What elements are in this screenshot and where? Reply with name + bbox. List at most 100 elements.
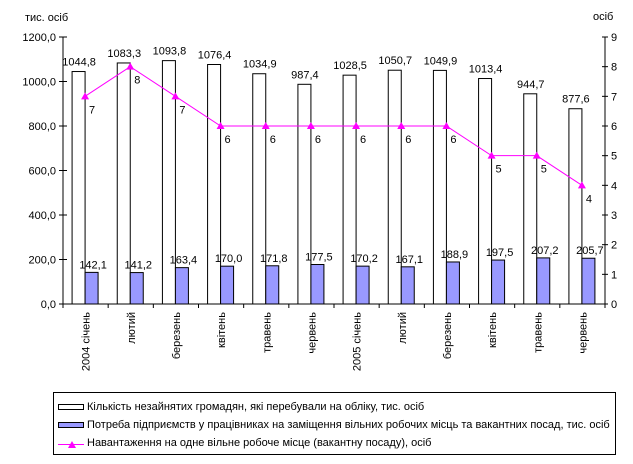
y-tick-label: 200,0 bbox=[28, 255, 56, 267]
y2-tick-label: 9 bbox=[611, 32, 617, 44]
data-label-unemployed: 1028,5 bbox=[333, 60, 367, 72]
data-label-demand: 142,1 bbox=[79, 259, 107, 271]
data-label-load: 8 bbox=[134, 75, 140, 87]
data-label-load: 6 bbox=[450, 134, 456, 146]
data-label-demand: 188,9 bbox=[441, 249, 469, 261]
data-label-demand: 197,5 bbox=[486, 247, 514, 259]
load-marker bbox=[352, 122, 361, 129]
y2-tick-label: 4 bbox=[611, 180, 617, 192]
x-tick-label: квітень bbox=[487, 312, 499, 348]
bar-unemployed bbox=[523, 93, 538, 305]
load-marker bbox=[397, 122, 406, 129]
data-label-demand: 167,1 bbox=[395, 254, 423, 266]
bar-demand bbox=[310, 264, 325, 305]
bar-demand bbox=[400, 266, 415, 305]
triangle-marker-icon bbox=[68, 441, 76, 448]
bar-unemployed bbox=[342, 74, 357, 305]
x-tick-label: березень bbox=[171, 312, 183, 359]
y-tick-label: 400,0 bbox=[28, 210, 56, 222]
data-label-load: 6 bbox=[360, 134, 366, 146]
y2-tick-label: 5 bbox=[611, 151, 617, 163]
series-unemployed-bars: 1044,8 1083,3 1093,8 1076,4 1034,9 987,4 1028,… bbox=[62, 46, 590, 305]
load-marker bbox=[216, 122, 225, 129]
x-tick-label: червень bbox=[577, 312, 589, 354]
legend: Кількість незайнятих громадян, які переб… bbox=[53, 392, 616, 455]
bar-demand bbox=[445, 261, 460, 305]
load-line bbox=[84, 66, 583, 186]
x-tick-label: червень bbox=[306, 312, 318, 354]
bar-unemployed bbox=[207, 64, 222, 305]
data-label-load: 7 bbox=[89, 104, 95, 116]
bar-unemployed bbox=[387, 69, 402, 305]
x-tick-label: квітень bbox=[216, 312, 228, 348]
load-marker bbox=[171, 92, 180, 100]
data-label-unemployed: 1044,8 bbox=[62, 57, 96, 69]
load-marker bbox=[81, 92, 90, 100]
bar-demand bbox=[536, 257, 551, 305]
legend-item-load: Навантаження на одне вільне робоче місце… bbox=[58, 435, 431, 451]
bar-unemployed bbox=[71, 71, 86, 305]
y2-tick-label: 1 bbox=[611, 269, 617, 281]
bar-demand bbox=[265, 265, 280, 305]
data-label-load: 6 bbox=[270, 134, 276, 146]
axes: 0,0 200,0 400,0 600,0 800,0 1000,0 1200,0 0 1 2 3 4… bbox=[22, 32, 617, 311]
data-label-unemployed: 944,7 bbox=[517, 79, 545, 91]
legend-swatch-line bbox=[58, 440, 84, 448]
y-tick-label: 1200,0 bbox=[22, 32, 56, 44]
data-label-demand: 163,4 bbox=[170, 255, 198, 267]
load-marker bbox=[126, 62, 135, 70]
load-marker bbox=[532, 151, 541, 159]
legend-label: Навантаження на одне вільне робоче місце… bbox=[87, 437, 432, 449]
data-label-demand: 141,2 bbox=[124, 260, 152, 272]
x-tick-label: лютий bbox=[397, 312, 409, 344]
bar-unemployed bbox=[297, 83, 312, 305]
legend-label: Потреба підприємств у працівниках на зам… bbox=[87, 419, 610, 431]
data-label-demand: 171,8 bbox=[260, 253, 288, 265]
data-label-demand: 170,2 bbox=[350, 253, 378, 265]
data-label-unemployed: 1034,9 bbox=[243, 59, 277, 71]
data-label-unemployed: 1049,9 bbox=[424, 55, 458, 67]
bar-unemployed bbox=[252, 73, 267, 305]
bar-demand bbox=[84, 271, 99, 305]
data-label-demand: 205,7 bbox=[576, 245, 604, 257]
load-marker bbox=[577, 181, 586, 189]
bar-demand bbox=[491, 259, 506, 305]
legend-item-demand: Потреба підприємств у працівниках на зам… bbox=[58, 417, 610, 433]
load-marker bbox=[487, 151, 496, 159]
y-tick-label: 800,0 bbox=[28, 121, 56, 133]
bar-unemployed bbox=[432, 69, 447, 305]
data-label-demand: 170,0 bbox=[215, 253, 243, 265]
data-label-unemployed: 877,6 bbox=[562, 94, 590, 106]
x-tick-label: травень bbox=[532, 312, 544, 353]
data-label-unemployed: 1013,4 bbox=[469, 64, 503, 76]
y2-tick-label: 6 bbox=[611, 121, 617, 133]
x-tick-label: березень bbox=[442, 312, 454, 359]
y-tick-label: 600,0 bbox=[28, 166, 56, 178]
x-tick-labels: 2004 січень лютий березень квітень травень че… bbox=[81, 312, 590, 371]
y2-axis-title: осіб bbox=[593, 11, 613, 23]
y-tick-label: 1000,0 bbox=[22, 77, 56, 89]
data-label-load: 4 bbox=[586, 193, 592, 205]
legend-item-unemployed: Кількість незайнятих громадян, які переб… bbox=[58, 399, 424, 415]
y2-tick-label: 8 bbox=[611, 62, 617, 74]
bar-unemployed bbox=[116, 62, 131, 305]
y-tick-label: 0,0 bbox=[41, 299, 56, 311]
load-marker bbox=[442, 122, 451, 129]
y2-tick-label: 2 bbox=[611, 240, 617, 252]
legend-swatch-blue-bar bbox=[58, 422, 84, 428]
data-label-load: 6 bbox=[225, 134, 231, 146]
data-label-load: 6 bbox=[315, 134, 321, 146]
bar-demand bbox=[129, 272, 144, 305]
y2-tick-label: 7 bbox=[611, 91, 617, 103]
y-axis-title: тис. осіб bbox=[25, 12, 68, 24]
legend-swatch-white-bar bbox=[58, 404, 84, 410]
bar-demand bbox=[220, 265, 235, 305]
series-demand-bars: 142,1 141,2 163,4 170,0 171,8 177,5 170,2 167,1… bbox=[79, 245, 604, 305]
data-label-load: 5 bbox=[541, 164, 547, 176]
bar-demand bbox=[355, 265, 370, 305]
x-tick-label: лютий bbox=[126, 312, 138, 344]
data-label-unemployed: 1050,7 bbox=[378, 55, 412, 67]
x-tick-label: 2005 січень bbox=[352, 312, 364, 371]
legend-label: Кількість незайнятих громадян, які переб… bbox=[87, 401, 425, 413]
series-load-line: 7 8 7 6 6 6 6 6 6 5 5 4 bbox=[81, 62, 592, 205]
